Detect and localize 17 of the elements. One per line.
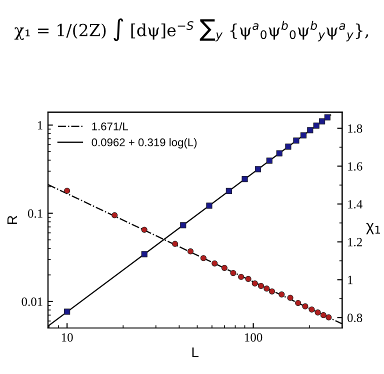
x-axis-title: L <box>192 347 198 358</box>
x-tick-label: 100 <box>245 333 262 342</box>
y-tick-label: 1 <box>38 121 42 130</box>
legend-label: 0.0962 + 0.319 log(L) <box>92 138 197 148</box>
y-tick-label: 0.01 <box>22 297 42 306</box>
y2-tick-label: 1.4 <box>348 200 362 209</box>
x-tick-label: 10 <box>62 333 73 342</box>
text: χ₁ = 1/(2Z) ∫ [dψ]e$^{−S}$ ∑$_{y}$ {ψ$^{a}$$_{0}$ψ$^{b}$$_{0}$ψ$^{b}$$_{y}$ψ$^{a}$$_{y}$}, <box>14 18 368 42</box>
y2-tick-label: 1.2 <box>348 238 362 246</box>
y2-tick-label: 1 <box>348 276 353 284</box>
y2-axis-title: χ$_{1}$ <box>366 222 380 234</box>
y2-tick-label: 0.8 <box>347 314 362 322</box>
y2-tick-label: 1.8 <box>348 124 362 133</box>
y-axis-title: R <box>7 216 17 224</box>
y-tick-label: 0.1 <box>28 209 42 218</box>
legend-label: 1.671/L <box>92 122 128 130</box>
y2-tick-label: 1.6 <box>348 162 362 171</box>
